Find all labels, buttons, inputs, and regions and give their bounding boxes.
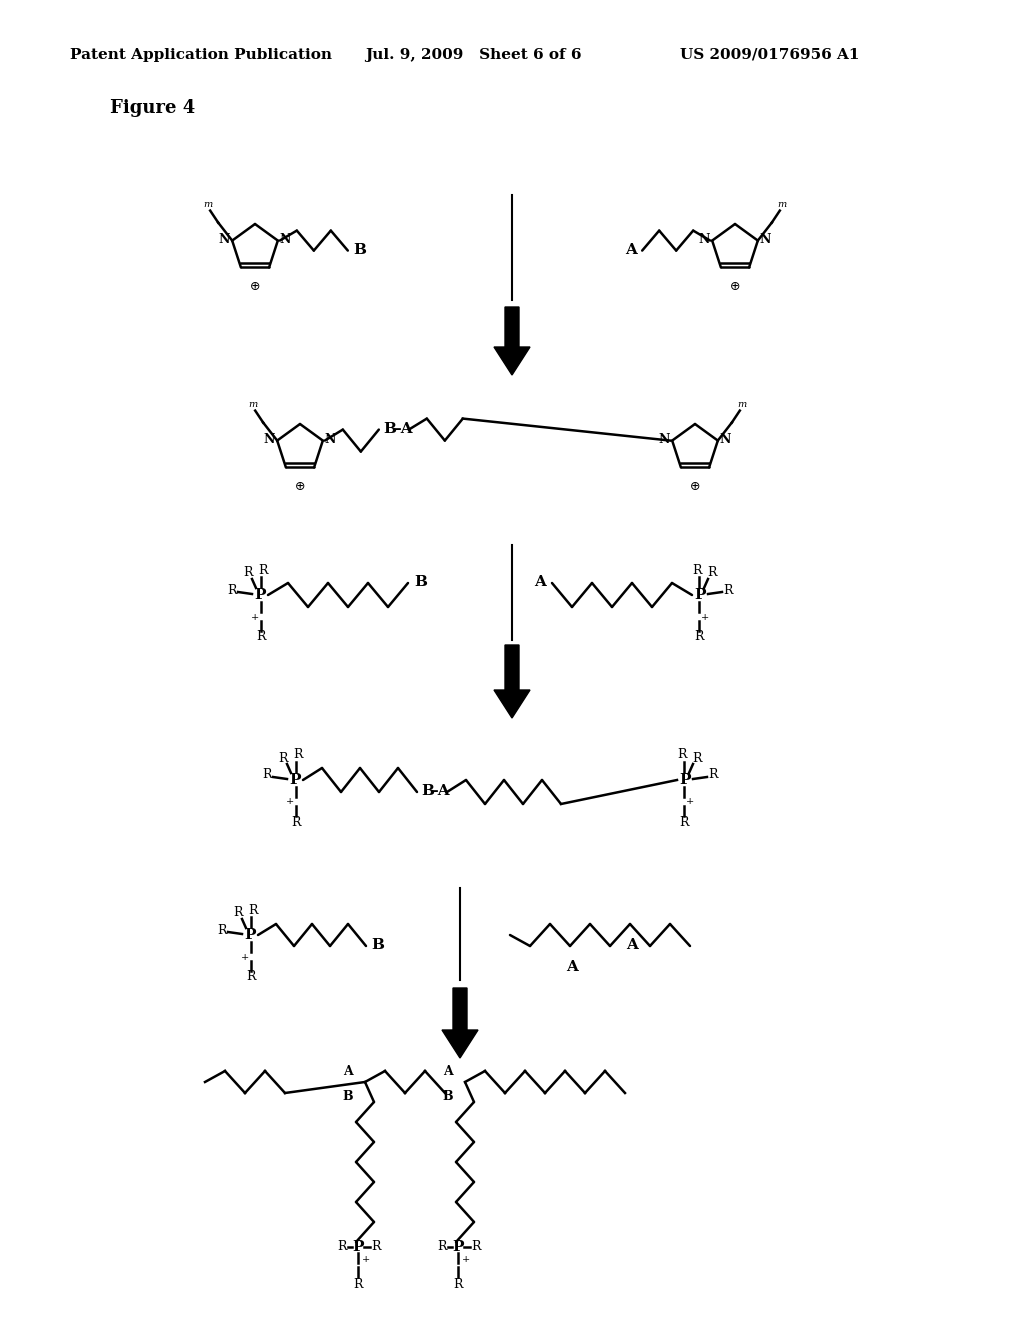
Text: R: R <box>279 751 288 764</box>
Text: Figure 4: Figure 4 <box>110 99 196 117</box>
Text: ⊕: ⊕ <box>730 280 740 293</box>
Text: A: A <box>343 1065 353 1078</box>
Text: P: P <box>694 587 706 602</box>
Text: N: N <box>325 433 336 446</box>
Text: P: P <box>245 928 256 942</box>
Text: R: R <box>679 816 689 829</box>
Text: P: P <box>352 1239 364 1254</box>
Text: R: R <box>293 748 303 762</box>
Text: R: R <box>233 907 243 920</box>
Text: B: B <box>383 421 396 436</box>
Text: ⊕: ⊕ <box>690 479 700 492</box>
Text: B: B <box>421 784 434 799</box>
Text: m: m <box>777 199 786 209</box>
Text: R: R <box>471 1239 480 1253</box>
Text: R: R <box>692 564 701 577</box>
Text: R: R <box>692 751 701 764</box>
Text: Jul. 9, 2009   Sheet 6 of 6: Jul. 9, 2009 Sheet 6 of 6 <box>365 48 582 62</box>
Text: –A: –A <box>430 784 450 799</box>
Text: R: R <box>244 566 253 579</box>
Text: N: N <box>720 433 731 446</box>
Text: B: B <box>442 1090 453 1104</box>
Text: R: R <box>291 816 301 829</box>
Text: ⊕: ⊕ <box>250 280 260 293</box>
Text: US 2009/0176956 A1: US 2009/0176956 A1 <box>680 48 859 62</box>
Text: +: + <box>700 612 710 622</box>
Text: A: A <box>626 939 638 952</box>
Text: +: + <box>251 612 259 622</box>
Text: ⊕: ⊕ <box>295 479 305 492</box>
Polygon shape <box>442 987 478 1059</box>
Text: A: A <box>626 243 637 256</box>
Text: +: + <box>241 953 249 961</box>
Text: R: R <box>217 924 226 936</box>
Text: N: N <box>698 234 711 246</box>
Text: N: N <box>280 234 291 246</box>
Text: P: P <box>679 774 691 787</box>
Text: m: m <box>204 199 213 209</box>
Text: A: A <box>443 1065 453 1078</box>
Text: R: R <box>227 583 237 597</box>
Text: R: R <box>248 903 258 916</box>
Text: +: + <box>286 797 294 807</box>
Text: N: N <box>219 234 230 246</box>
Text: +: + <box>462 1254 470 1263</box>
Text: R: R <box>337 1239 347 1253</box>
Text: R: R <box>437 1239 446 1253</box>
Text: R: R <box>709 768 718 781</box>
Text: R: R <box>723 583 733 597</box>
Text: R: R <box>694 631 703 644</box>
Text: N: N <box>760 234 771 246</box>
Text: Patent Application Publication: Patent Application Publication <box>70 48 332 62</box>
Text: R: R <box>246 970 256 983</box>
Text: +: + <box>686 797 694 807</box>
Text: +: + <box>361 1254 370 1263</box>
Text: R: R <box>258 564 267 577</box>
Text: R: R <box>256 631 266 644</box>
Text: R: R <box>454 1279 463 1291</box>
Text: P: P <box>289 774 301 787</box>
Text: P: P <box>254 587 266 602</box>
Text: B: B <box>353 243 366 256</box>
Text: –A: –A <box>393 421 413 436</box>
Text: P: P <box>453 1239 464 1254</box>
Polygon shape <box>494 645 530 718</box>
Text: B: B <box>371 939 384 952</box>
Polygon shape <box>494 308 530 375</box>
Text: R: R <box>708 566 717 579</box>
Text: A: A <box>566 960 578 974</box>
Text: N: N <box>264 433 275 446</box>
Text: B: B <box>342 1090 353 1104</box>
Text: A: A <box>535 576 546 589</box>
Text: R: R <box>372 1239 381 1253</box>
Text: R: R <box>677 748 687 762</box>
Text: B: B <box>414 576 427 589</box>
Text: m: m <box>249 400 258 409</box>
Text: R: R <box>353 1279 362 1291</box>
Text: m: m <box>737 400 746 409</box>
Text: R: R <box>262 768 271 781</box>
Text: N: N <box>658 433 670 446</box>
